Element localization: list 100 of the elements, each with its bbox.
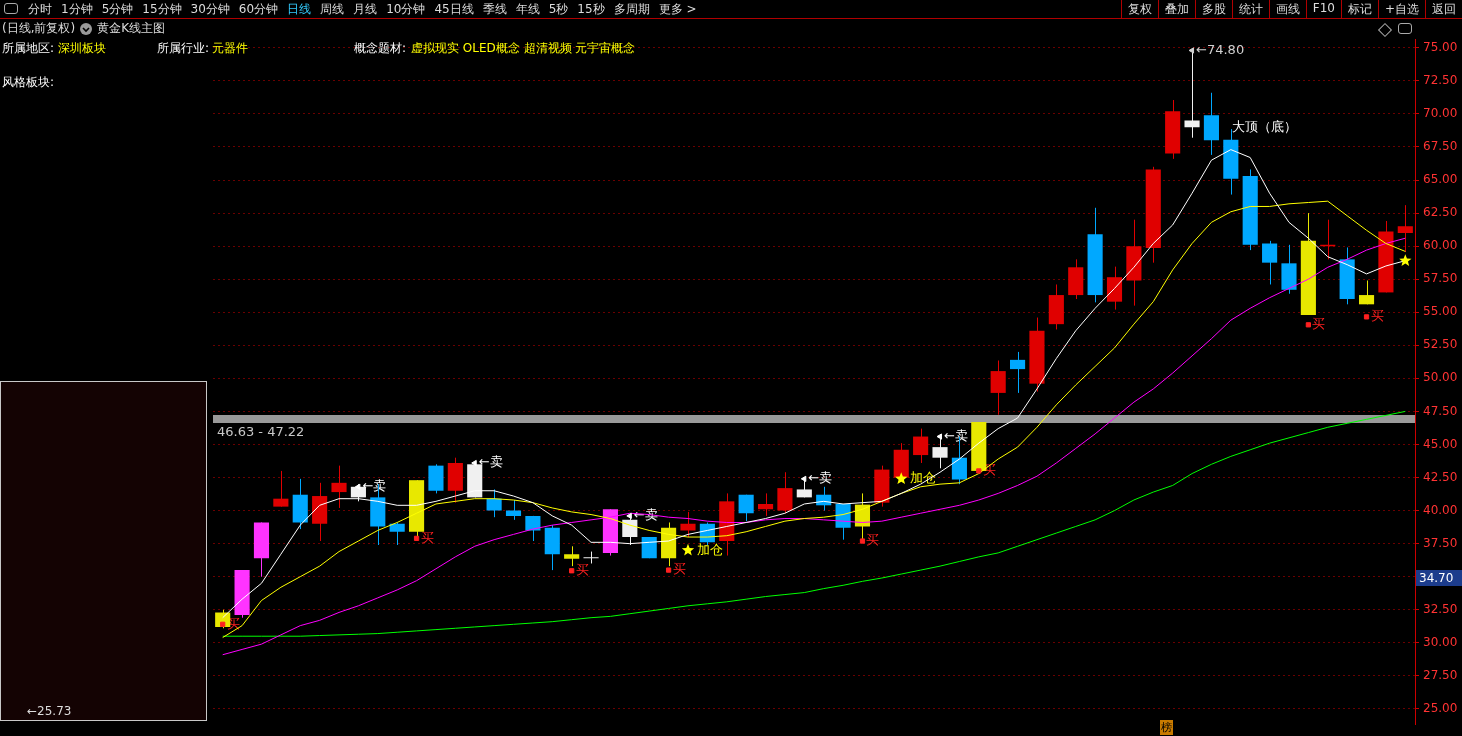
- candlestick: [757, 492, 774, 517]
- point: [569, 568, 575, 574]
- text: 月线: [353, 2, 378, 16]
- y-tick-label: 57.50: [1423, 271, 1458, 286]
- point: [895, 472, 908, 485]
- point: [936, 433, 943, 440]
- text: 返回: [1432, 2, 1456, 16]
- point: [1363, 314, 1370, 320]
- annotation: 榜: [1161, 721, 1172, 734]
- candlestick: [738, 494, 754, 522]
- data-label: 加仓: [696, 541, 723, 557]
- text: 分时: [28, 2, 52, 16]
- text: (日线,前复权): [2, 21, 76, 35]
- text: 所属地区:: [2, 41, 55, 55]
- y-tick-label: 75.00: [1423, 39, 1458, 54]
- candlestick: [389, 521, 405, 546]
- y-tick-label: 30.00: [1423, 634, 1458, 649]
- candlestick: [990, 360, 1006, 416]
- text: 周线: [320, 2, 345, 16]
- annotation: 元器件: [212, 41, 248, 55]
- candlestick: [777, 471, 793, 514]
- text: 日线: [287, 2, 312, 16]
- point: [859, 538, 866, 544]
- annotation: 概念题材:: [354, 41, 407, 55]
- data-label: ←卖: [362, 478, 387, 494]
- text: 15分钟: [142, 2, 182, 16]
- data-label: 买: [866, 532, 880, 548]
- y-tick-label: 47.50: [1423, 403, 1458, 418]
- point: [413, 535, 420, 541]
- point: [220, 621, 226, 627]
- y-tick-label: 62.50: [1423, 205, 1458, 220]
- point: [976, 468, 982, 474]
- y-tick-label: 65.00: [1423, 172, 1458, 187]
- text: 更多 >: [658, 2, 697, 16]
- candlestick: [1010, 351, 1026, 394]
- y-tick-label: 25.00: [1423, 701, 1458, 716]
- y-tick-label: 27.50: [1423, 668, 1458, 682]
- point: [1399, 254, 1412, 266]
- y-tick-label: 32.50: [1423, 601, 1458, 616]
- candlestick: [331, 465, 347, 509]
- y-tick-label: 52.50: [1423, 337, 1458, 352]
- text: 标记: [1347, 2, 1372, 16]
- candlestick: [1397, 204, 1413, 253]
- band-label: 46.63 - 47.22: [217, 423, 305, 439]
- y-tick-label: 55.00: [1423, 304, 1458, 319]
- y-tick-label: 67.50: [1423, 139, 1458, 154]
- y-tick-label: 40.00: [1423, 502, 1458, 517]
- annotation: 虚拟现实 OLED概念 超清视频 元宇宙概念: [411, 41, 636, 55]
- annotation: 大顶（底）: [1232, 119, 1297, 134]
- y-tick-label: 37.50: [1423, 535, 1458, 550]
- text: 34.70: [1419, 571, 1454, 585]
- data-label: 买: [1312, 316, 1326, 332]
- candlestick: [273, 470, 289, 508]
- candlestick: [680, 511, 696, 538]
- point: [1305, 322, 1311, 328]
- text: 画线: [1275, 2, 1300, 16]
- data-label: ←74.80: [1196, 41, 1245, 57]
- y-tick-label: 45.00: [1423, 436, 1458, 451]
- text: +自选: [1384, 2, 1419, 16]
- text: 1分钟: [61, 2, 93, 16]
- text: 5秒: [548, 2, 569, 16]
- data-label: ←卖: [478, 454, 503, 470]
- data-label: ←卖: [808, 470, 833, 486]
- data-label: 买: [672, 561, 686, 577]
- point: [626, 512, 632, 519]
- y-tick-label: 70.00: [1423, 106, 1458, 121]
- text: ←25.73: [27, 704, 72, 718]
- point: [665, 567, 672, 573]
- candlestick: [1262, 240, 1278, 285]
- data-label: 买: [1370, 308, 1384, 324]
- text: 季线: [482, 2, 507, 16]
- text: 多股: [1201, 2, 1226, 16]
- text: 风格板块:: [2, 75, 55, 89]
- point: [471, 459, 477, 467]
- data-label: 买: [575, 562, 589, 578]
- text: 深圳板块: [58, 41, 106, 55]
- text: 30分钟: [190, 2, 230, 16]
- text: 所属行业:: [157, 41, 210, 55]
- y-tick-label: 50.00: [1423, 370, 1458, 385]
- chart-subtitle: 黄金K线主图: [97, 21, 166, 35]
- data-label: 买: [420, 529, 434, 545]
- text: 5分钟: [101, 2, 134, 16]
- text: 统计: [1238, 2, 1263, 16]
- candlestick: [486, 488, 502, 518]
- text: 15秒: [577, 2, 605, 16]
- y-tick-label: 72.50: [1423, 72, 1458, 87]
- text: 叠加: [1164, 2, 1189, 16]
- text: 复权: [1127, 2, 1152, 16]
- y-tick-label: 42.50: [1423, 469, 1458, 484]
- point: [800, 475, 807, 482]
- point: [1188, 47, 1195, 54]
- text: 45日线: [434, 2, 474, 16]
- y-tick-label: 60.00: [1423, 238, 1458, 253]
- text: 年线: [515, 2, 540, 16]
- data-label: ←卖: [944, 427, 968, 443]
- candlestick: [913, 428, 929, 464]
- text: 多周期: [613, 2, 650, 16]
- text: 60分钟: [238, 2, 279, 16]
- point: [681, 543, 695, 556]
- text: 10分钟: [386, 2, 426, 16]
